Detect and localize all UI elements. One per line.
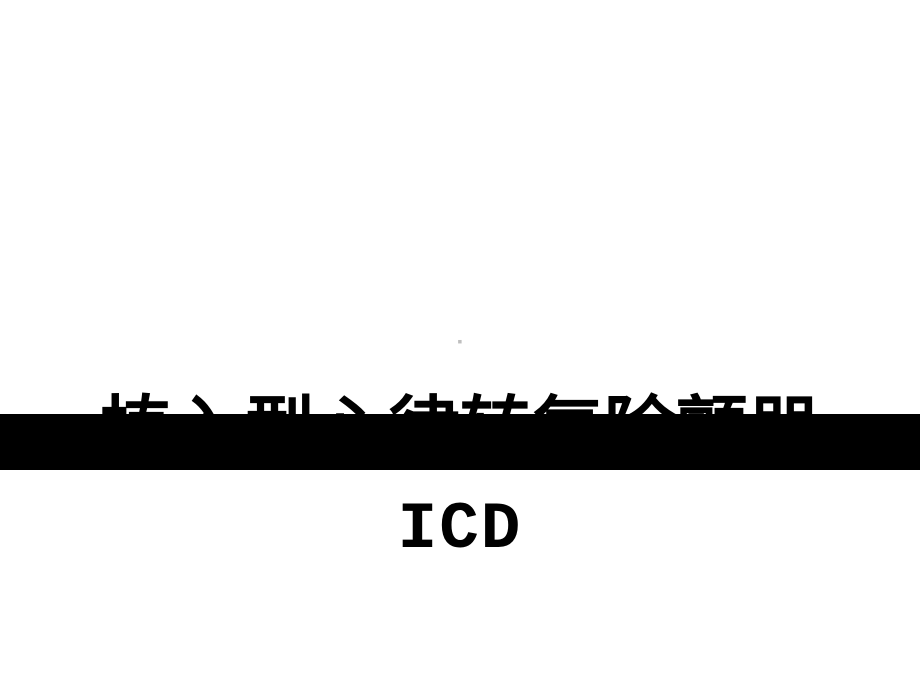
center-dot-icon: ▪ bbox=[458, 333, 463, 349]
top-white-region bbox=[0, 0, 920, 414]
slide: ▪ 植入型心律转复除颤器 ICD bbox=[0, 0, 920, 690]
slide-title-line1: 植入型心律转复除颤器 bbox=[100, 395, 820, 467]
slide-title-line2: ICD bbox=[398, 497, 523, 563]
